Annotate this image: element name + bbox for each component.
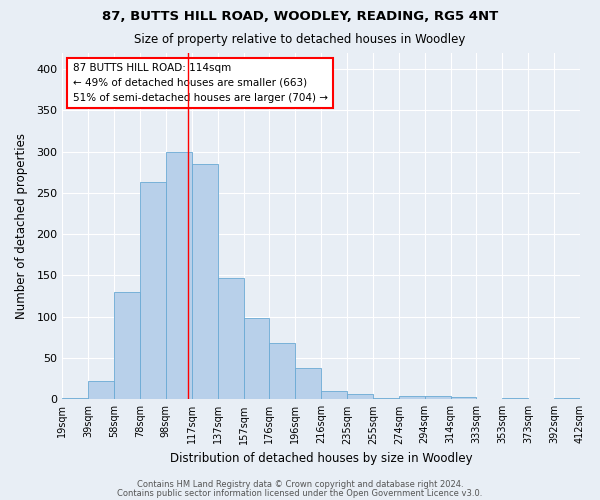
Bar xyxy=(166,152,192,400)
Bar xyxy=(425,396,451,400)
Bar xyxy=(244,318,269,400)
Bar xyxy=(140,182,166,400)
Bar xyxy=(62,398,88,400)
Text: Size of property relative to detached houses in Woodley: Size of property relative to detached ho… xyxy=(134,32,466,46)
Bar xyxy=(114,292,140,400)
Y-axis label: Number of detached properties: Number of detached properties xyxy=(15,133,28,319)
Bar xyxy=(399,396,425,400)
Bar xyxy=(451,397,476,400)
Bar xyxy=(321,391,347,400)
Bar xyxy=(502,398,528,400)
Bar xyxy=(347,394,373,400)
Text: 87 BUTTS HILL ROAD: 114sqm
← 49% of detached houses are smaller (663)
51% of sem: 87 BUTTS HILL ROAD: 114sqm ← 49% of deta… xyxy=(73,63,328,102)
Bar xyxy=(192,164,218,400)
Bar xyxy=(554,398,580,400)
X-axis label: Distribution of detached houses by size in Woodley: Distribution of detached houses by size … xyxy=(170,452,472,465)
Bar xyxy=(269,343,295,400)
Text: Contains HM Land Registry data © Crown copyright and database right 2024.: Contains HM Land Registry data © Crown c… xyxy=(137,480,463,489)
Bar xyxy=(295,368,321,400)
Text: Contains public sector information licensed under the Open Government Licence v3: Contains public sector information licen… xyxy=(118,488,482,498)
Bar xyxy=(88,381,114,400)
Bar xyxy=(218,278,244,400)
Bar xyxy=(373,398,399,400)
Text: 87, BUTTS HILL ROAD, WOODLEY, READING, RG5 4NT: 87, BUTTS HILL ROAD, WOODLEY, READING, R… xyxy=(102,10,498,23)
